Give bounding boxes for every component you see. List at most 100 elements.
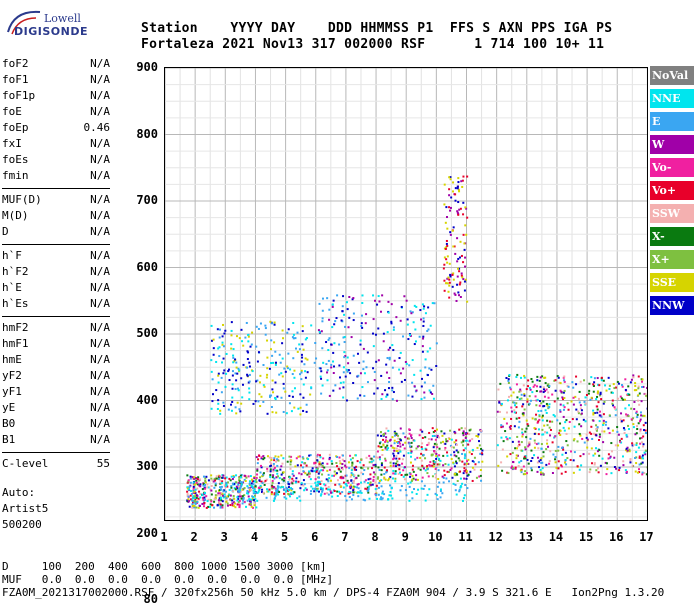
echo-point	[603, 403, 605, 405]
echo-point	[397, 438, 399, 440]
echo-point	[218, 499, 220, 501]
echo-point	[540, 469, 542, 471]
echo-point	[620, 419, 622, 421]
echo-point	[255, 506, 257, 508]
echo-point	[382, 434, 384, 436]
echo-point	[256, 500, 258, 502]
echo-point	[435, 455, 437, 457]
echo-point	[369, 461, 371, 463]
echo-point	[539, 380, 541, 382]
echo-point	[373, 471, 375, 473]
echo-point	[393, 391, 395, 393]
echo-point	[450, 207, 452, 209]
echo-point	[249, 366, 251, 368]
echo-point	[440, 442, 442, 444]
echo-point	[637, 414, 639, 416]
y-tick-label: 400	[118, 393, 158, 407]
echo-point	[512, 452, 514, 454]
echo-point	[258, 351, 260, 353]
echo-point	[233, 498, 235, 500]
echo-point	[477, 436, 479, 438]
echo-point	[232, 375, 234, 377]
echo-point	[436, 444, 438, 446]
echo-point	[594, 462, 596, 464]
echo-point	[198, 491, 200, 493]
echo-point	[227, 503, 229, 505]
echo-point	[377, 466, 379, 468]
echo-point	[329, 469, 331, 471]
header-field-names: Station YYYY DAY DDD HHMMSS P1 FFS S AXN…	[141, 21, 612, 36]
echo-point	[377, 434, 379, 436]
echo-point	[584, 401, 586, 403]
echo-point	[535, 404, 537, 406]
echo-point	[563, 409, 565, 411]
echo-point	[444, 443, 446, 445]
echo-point	[540, 462, 542, 464]
echo-point	[251, 343, 253, 345]
echo-point	[465, 433, 467, 435]
echo-point	[460, 241, 462, 243]
echo-point	[288, 328, 290, 330]
echo-point	[598, 384, 600, 386]
echo-point	[323, 483, 325, 485]
echo-point	[615, 414, 617, 416]
echo-point	[383, 444, 385, 446]
x-tick-label: 13	[516, 530, 536, 544]
echo-point	[283, 493, 285, 495]
echo-point	[316, 490, 318, 492]
echo-point	[303, 383, 305, 385]
echo-point	[561, 447, 563, 449]
echo-point	[234, 358, 236, 360]
echo-point	[300, 378, 302, 380]
echo-point	[598, 449, 600, 451]
echo-point	[416, 493, 418, 495]
echo-point	[536, 379, 538, 381]
echo-point	[438, 469, 440, 471]
echo-point	[465, 440, 467, 442]
echo-point	[548, 403, 550, 405]
echo-point	[321, 320, 323, 322]
echo-point	[436, 429, 438, 431]
echo-point	[520, 450, 522, 452]
y-tick-label: 900	[118, 60, 158, 74]
echo-point	[232, 490, 234, 492]
echo-point	[244, 487, 246, 489]
echo-point	[408, 364, 410, 366]
echo-point	[403, 455, 405, 457]
echo-point	[403, 476, 405, 478]
echo-point	[238, 389, 240, 391]
echo-point	[449, 263, 451, 265]
echo-point	[319, 454, 321, 456]
echo-point	[352, 382, 354, 384]
echo-point	[291, 410, 293, 412]
echo-point	[388, 349, 390, 351]
echo-point	[436, 342, 438, 344]
echo-point	[464, 447, 466, 449]
echo-point	[220, 507, 222, 509]
echo-point	[350, 459, 352, 461]
echo-point	[236, 335, 238, 337]
echo-point	[280, 372, 282, 374]
echo-point	[504, 430, 506, 432]
x-tick-label: 16	[606, 530, 626, 544]
echo-point	[361, 322, 363, 324]
echo-point	[301, 354, 303, 356]
echo-point	[264, 484, 266, 486]
echo-point	[398, 464, 400, 466]
echo-point	[459, 471, 461, 473]
echo-point	[524, 473, 526, 475]
separator	[2, 244, 110, 245]
echo-point	[199, 496, 201, 498]
echo-point	[466, 217, 468, 219]
echo-point	[438, 454, 440, 456]
echo-point	[579, 469, 581, 471]
echo-point	[334, 320, 336, 322]
echo-point	[497, 411, 499, 413]
echo-point	[626, 471, 628, 473]
echo-point	[333, 365, 335, 367]
echo-point	[219, 329, 221, 331]
echo-point	[272, 380, 274, 382]
echo-point	[229, 489, 231, 491]
echo-point	[267, 455, 269, 457]
echo-point	[190, 490, 192, 492]
